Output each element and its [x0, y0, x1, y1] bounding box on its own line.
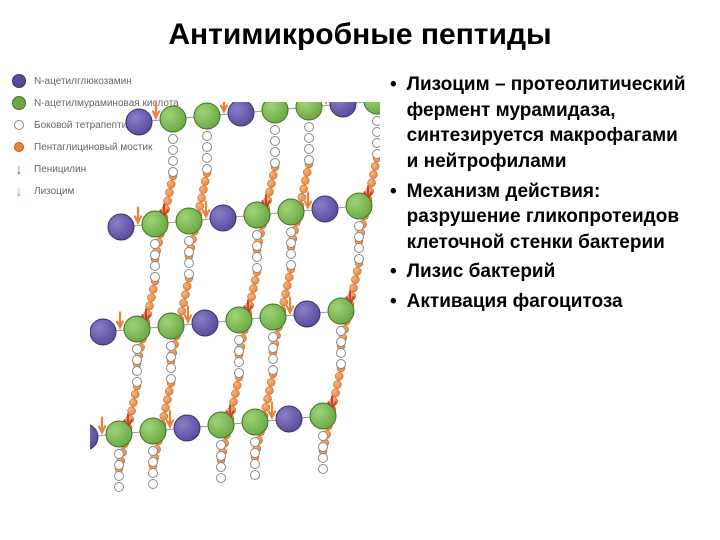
bullet-marker: • — [390, 289, 397, 315]
bullet-marker: • — [390, 179, 397, 256]
page-title: Антимикробные пептиды — [0, 0, 720, 52]
legend-row: N-ацетилглюкозамин — [10, 72, 179, 90]
bullet-marker: • — [390, 72, 397, 175]
bullet-text: Лизис бактерий — [407, 259, 556, 285]
bullet-text: Активация фагоцитоза — [407, 289, 623, 315]
legend-label: Пеницилин — [34, 164, 86, 175]
circle-icon — [10, 138, 28, 156]
bullet-marker: • — [390, 259, 397, 285]
bullet-item: •Механизм действия: разрушение гликопрот… — [390, 179, 690, 256]
bullet-text: Лизоцим – протеолитический фермент мурам… — [407, 72, 690, 175]
circle-icon — [10, 116, 28, 134]
circle-icon — [10, 94, 28, 112]
arrow-icon: ↓ — [10, 160, 28, 178]
diagram-area: N-ацетилглюкозаминN-ацетилмураминовая ки… — [0, 72, 380, 512]
legend-label: N-ацетилглюкозамин — [34, 76, 132, 87]
bullet-item: • Лизис бактерий — [390, 259, 690, 285]
bullet-list: •Лизоцим – протеолитический фермент мура… — [380, 72, 720, 512]
bullet-text: Механизм действия: разрушение гликопроте… — [407, 179, 690, 256]
lattice-diagram — [90, 102, 380, 502]
bullet-item: •Лизоцим – протеолитический фермент мура… — [390, 72, 690, 175]
circle-icon — [10, 72, 28, 90]
content-row: N-ацетилглюкозаминN-ацетилмураминовая ки… — [0, 72, 720, 512]
arrow-icon: ↓ — [10, 182, 28, 200]
bullet-item: • Активация фагоцитоза — [390, 289, 690, 315]
legend-label: Лизоцим — [34, 186, 74, 197]
